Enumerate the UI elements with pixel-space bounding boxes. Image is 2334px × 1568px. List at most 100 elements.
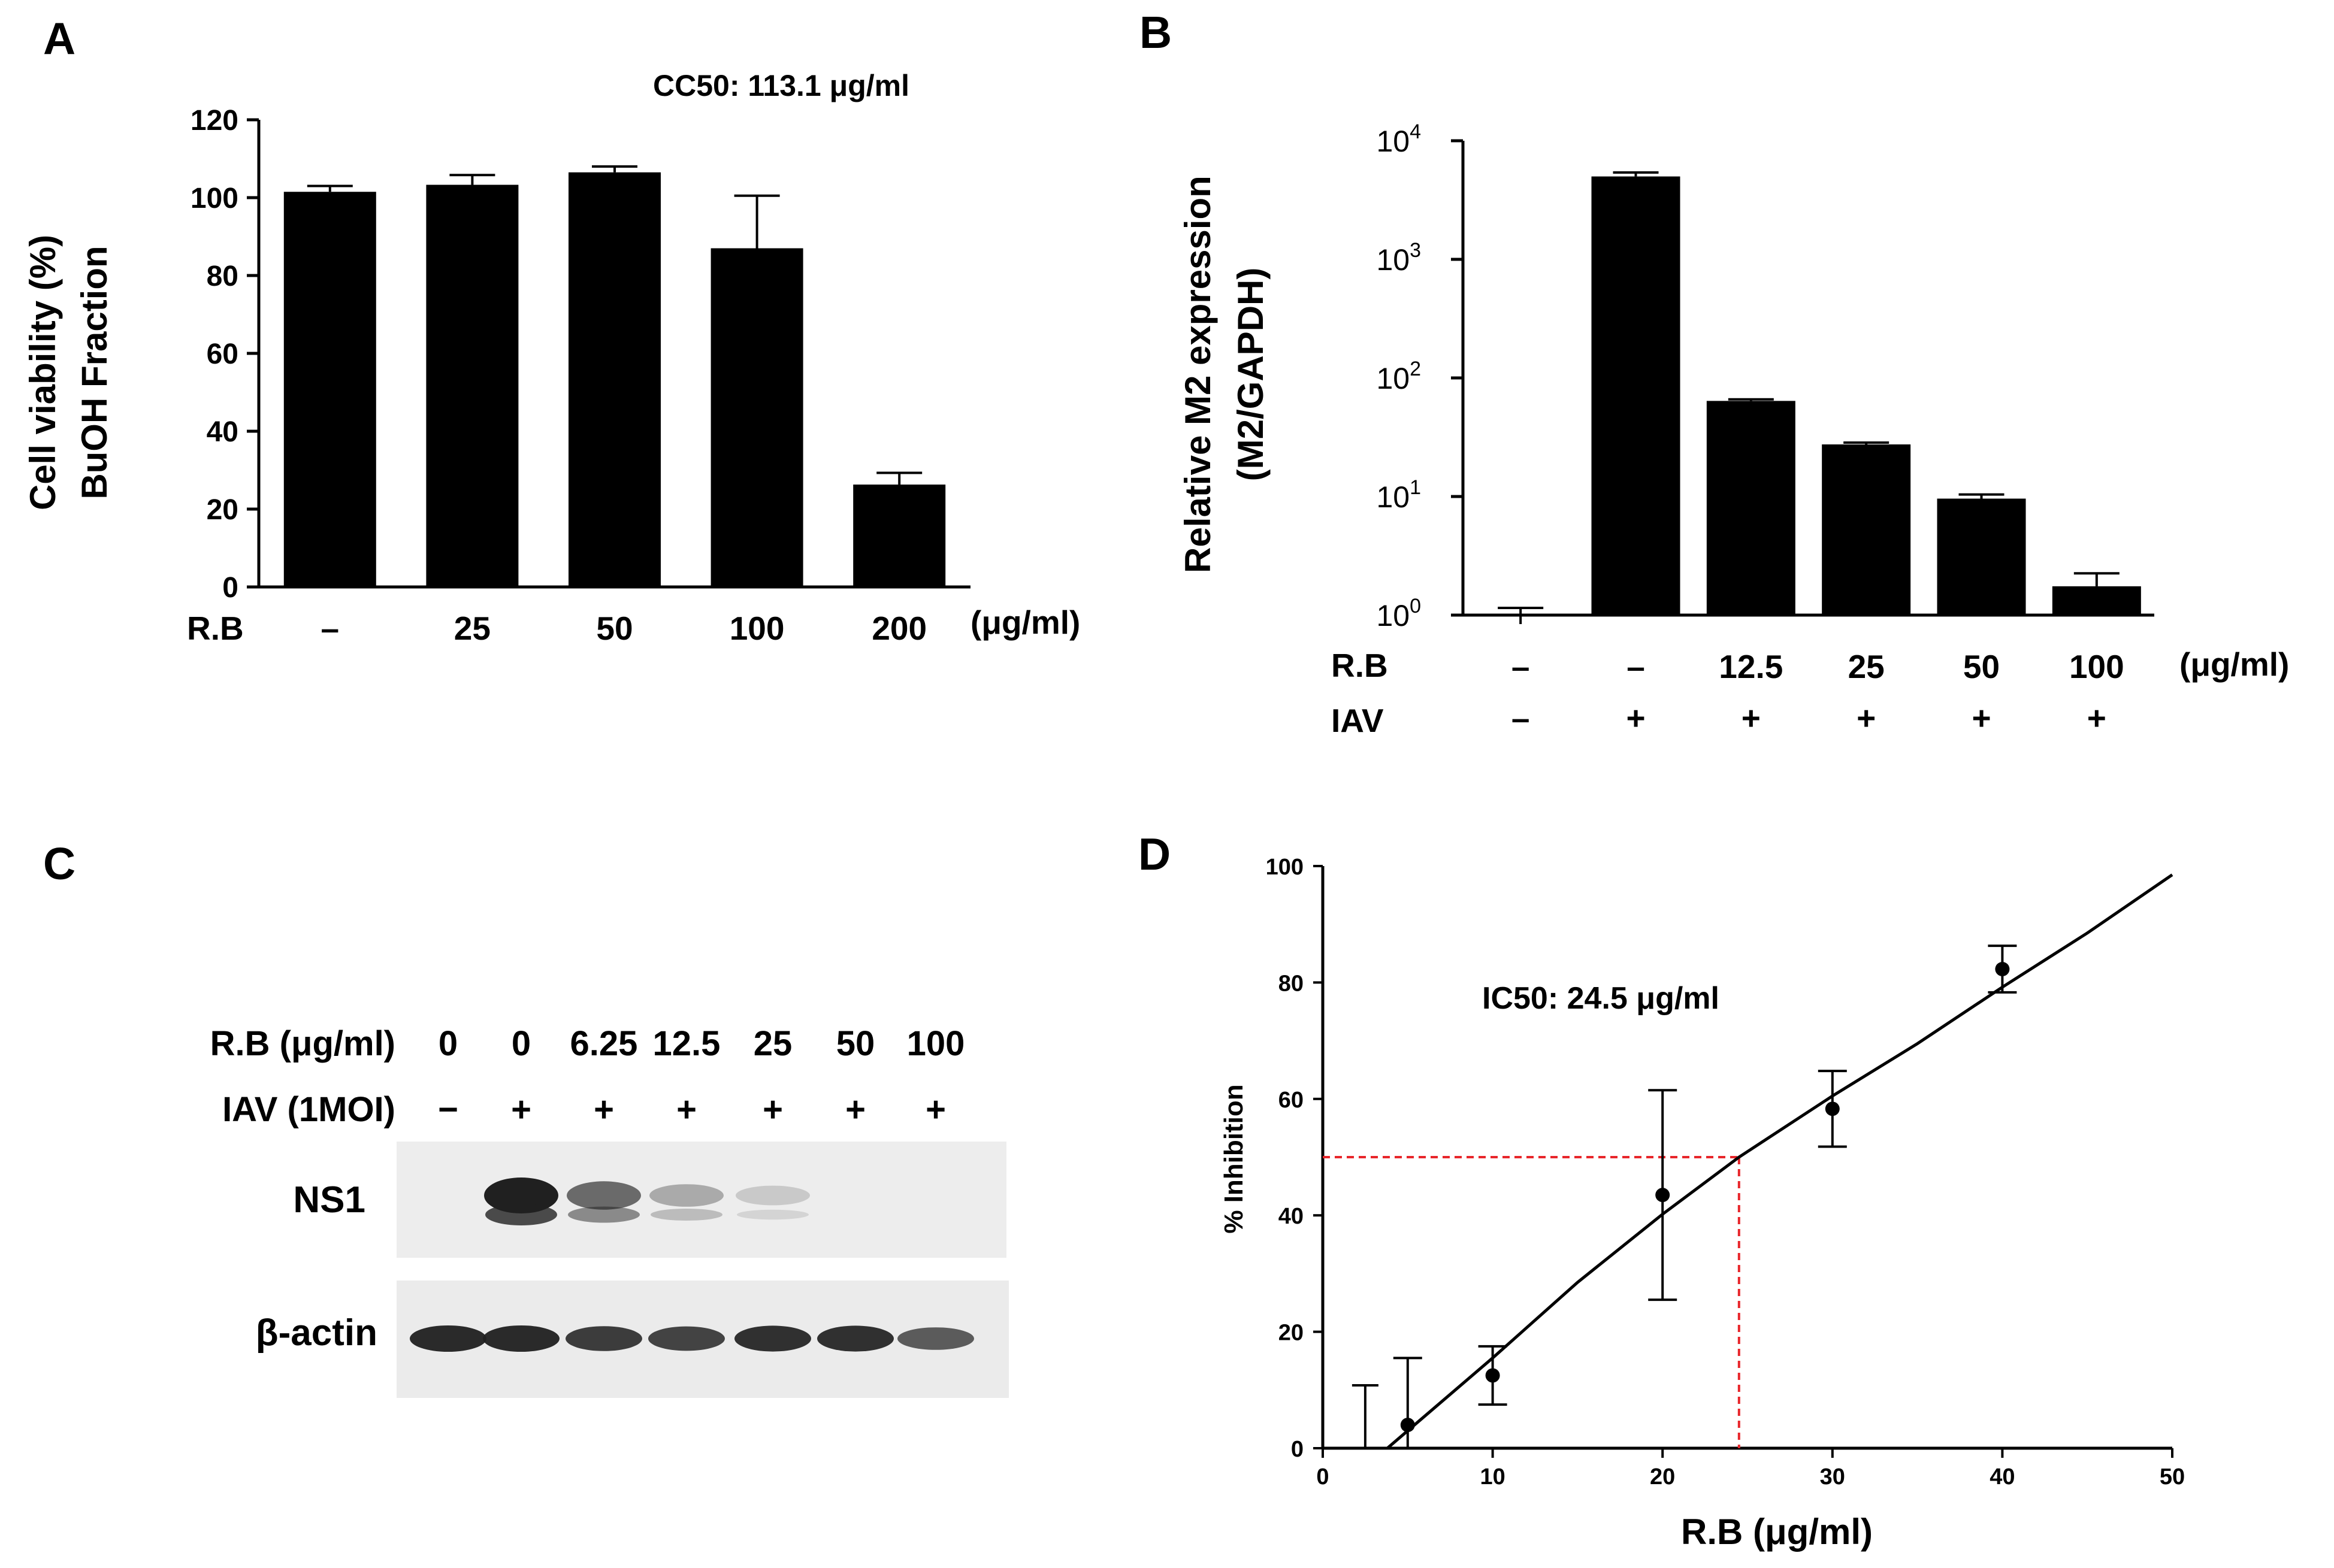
panel-d-x-tick-label: 20 bbox=[1650, 1464, 1675, 1490]
panel-a-ylabel-line2: BuOH Fraction bbox=[74, 246, 114, 499]
panel-a-category-label: 25 bbox=[454, 610, 491, 647]
panel-d-data-point bbox=[1485, 1368, 1500, 1383]
panel-a-bar bbox=[283, 192, 376, 587]
blot-iav-label: + bbox=[511, 1090, 531, 1129]
blot-dose-label: 25 bbox=[754, 1024, 793, 1063]
panel-a-category-label: – bbox=[321, 610, 340, 647]
blot-ns1-band-lower bbox=[737, 1209, 809, 1220]
panel-b-bar bbox=[1591, 176, 1680, 615]
panel-b-bar bbox=[1822, 444, 1911, 615]
blot-ns1-band bbox=[484, 1177, 558, 1213]
panel-d-y-tick-label: 60 bbox=[1278, 1088, 1304, 1113]
blot-ns1-band bbox=[567, 1181, 641, 1210]
blot-actin-band bbox=[410, 1325, 486, 1352]
fit-curve bbox=[1386, 873, 2173, 1449]
blot-iav-label: − bbox=[438, 1090, 458, 1129]
panel-d-ylabel: % Inhibition bbox=[1219, 1084, 1248, 1233]
panel-d-y-tick-label: 20 bbox=[1278, 1321, 1304, 1346]
panel-a-y-tick-label: 40 bbox=[207, 416, 238, 448]
blot-actin-band bbox=[897, 1327, 974, 1350]
panel-a-annotation: CC50: 113.1 μg/ml bbox=[653, 69, 909, 102]
panel-b-y-tick-label: 103 bbox=[1376, 239, 1421, 277]
blot-actin-band bbox=[483, 1325, 560, 1352]
blot-iav-label: + bbox=[845, 1090, 866, 1129]
panel-d-y-tick-label: 80 bbox=[1278, 971, 1304, 996]
blot-ns1-band-lower bbox=[651, 1209, 722, 1221]
blot-dose-label: 6.25 bbox=[570, 1024, 638, 1063]
blot-actin-band bbox=[734, 1325, 811, 1352]
panel-b-category-label: 25 bbox=[1848, 648, 1885, 685]
panel-b-y-tick-label: 104 bbox=[1376, 120, 1421, 158]
panel-b-category-label: 50 bbox=[1963, 648, 2000, 685]
panel-d-y-tick-label: 100 bbox=[1266, 855, 1304, 880]
panel-a-unit-label: (μg/ml) bbox=[971, 604, 1080, 641]
blot-ns1-band bbox=[736, 1185, 810, 1206]
panel-a-row-label: R.B bbox=[187, 610, 244, 647]
panel-a-bar bbox=[569, 172, 661, 587]
panel-d-x-tick-label: 30 bbox=[1820, 1464, 1845, 1490]
panel-b-iav-label: – bbox=[1511, 700, 1530, 737]
panel-d-data-point bbox=[1655, 1188, 1670, 1203]
blot-ns1-band-lower bbox=[485, 1204, 557, 1225]
panel-a-label: A bbox=[43, 13, 75, 63]
panel-b-unit-label: (μg/ml) bbox=[2179, 646, 2289, 683]
panel-a: A CC50: 113.1 μg/ml Cell viability (%) B… bbox=[23, 13, 1080, 647]
panel-c-label: C bbox=[43, 839, 75, 889]
blot-ns1-label: NS1 bbox=[293, 1179, 365, 1221]
panel-b-bar bbox=[1706, 401, 1795, 615]
panel-b-category-label: 100 bbox=[2069, 648, 2124, 685]
blot-actin-band bbox=[817, 1325, 894, 1352]
blot-dose-label: 50 bbox=[836, 1024, 875, 1063]
panel-b-iav-label: + bbox=[2087, 700, 2106, 737]
panel-c: C R.B (μg/ml) IAV (1MOI) NS1 β-actin 0 − 0… bbox=[43, 839, 1009, 1398]
panel-a-bar bbox=[426, 184, 519, 587]
panel-d-annotation: IC50: 24.5 μg/ml bbox=[1482, 981, 1719, 1016]
blot-iav-label: + bbox=[676, 1090, 697, 1129]
panel-a-y-tick-label: 20 bbox=[207, 494, 238, 526]
panel-d-x-tick-label: 50 bbox=[2160, 1464, 2185, 1490]
panel-d-data-point bbox=[1825, 1101, 1840, 1116]
panel-a-bar bbox=[853, 485, 946, 587]
blot-iav-label: + bbox=[763, 1090, 783, 1129]
panel-b-iav-label: + bbox=[1857, 700, 1876, 737]
panel-d-y-tick-label: 0 bbox=[1291, 1437, 1304, 1462]
panel-a-y-tick-label: 80 bbox=[207, 261, 238, 292]
panel-b-y-tick-label: 102 bbox=[1376, 358, 1421, 395]
panel-b-category-label: 12.5 bbox=[1719, 648, 1783, 685]
panel-d-label: D bbox=[1138, 829, 1171, 879]
panel-d-data-point bbox=[1995, 962, 2010, 977]
panel-d-xlabel: R.B (μg/ml) bbox=[1681, 1512, 1873, 1552]
panel-a-y-tick-label: 120 bbox=[191, 105, 238, 137]
panel-b-y-tick-label: 101 bbox=[1376, 476, 1421, 514]
panel-b: B Relative M2 expression (M2/GAPDH) R.B … bbox=[1139, 7, 2289, 739]
blot-actin-band bbox=[566, 1326, 642, 1351]
panel-a-y-tick-label: 60 bbox=[207, 338, 238, 370]
panel-b-iav-label: + bbox=[1742, 700, 1761, 737]
panel-a-y-tick-label: 0 bbox=[222, 572, 238, 604]
panel-b-iav-label: + bbox=[1626, 700, 1645, 737]
blot-ns1-band bbox=[649, 1184, 724, 1207]
blot-row1-label: R.B (μg/ml) bbox=[210, 1024, 395, 1063]
blot-actin-label: β-actin bbox=[256, 1312, 377, 1354]
panel-d-y-tick-label: 40 bbox=[1278, 1204, 1304, 1229]
panel-d-x-tick-label: 40 bbox=[1990, 1464, 2015, 1490]
panel-d-x-tick-label: 0 bbox=[1316, 1464, 1329, 1490]
panel-a-category-label: 50 bbox=[596, 610, 633, 647]
panel-b-y-tick-label: 100 bbox=[1376, 595, 1421, 632]
panel-b-category-label: – bbox=[1511, 648, 1530, 685]
blot-actin-band bbox=[648, 1326, 725, 1351]
panel-b-category-label: – bbox=[1626, 648, 1645, 685]
panel-a-ylabel-line1: Cell viability (%) bbox=[23, 235, 63, 510]
panel-d-x-tick-label: 10 bbox=[1480, 1464, 1505, 1490]
panel-b-label: B bbox=[1139, 7, 1172, 57]
panel-b-row2-label: IAV bbox=[1331, 702, 1384, 739]
panel-d-data-point bbox=[1400, 1418, 1415, 1433]
panel-a-category-label: 100 bbox=[730, 610, 785, 647]
panel-d: D IC50: 24.5 μg/ml % Inhibition R.B (μg/… bbox=[1138, 829, 2185, 1552]
blot-row2-label: IAV (1MOI) bbox=[222, 1090, 395, 1129]
blot-ns1-band-lower bbox=[568, 1206, 640, 1223]
panel-b-bar bbox=[2052, 586, 2141, 615]
panel-a-y-tick-label: 100 bbox=[191, 183, 238, 214]
blot-dose-label: 0 bbox=[512, 1024, 531, 1063]
